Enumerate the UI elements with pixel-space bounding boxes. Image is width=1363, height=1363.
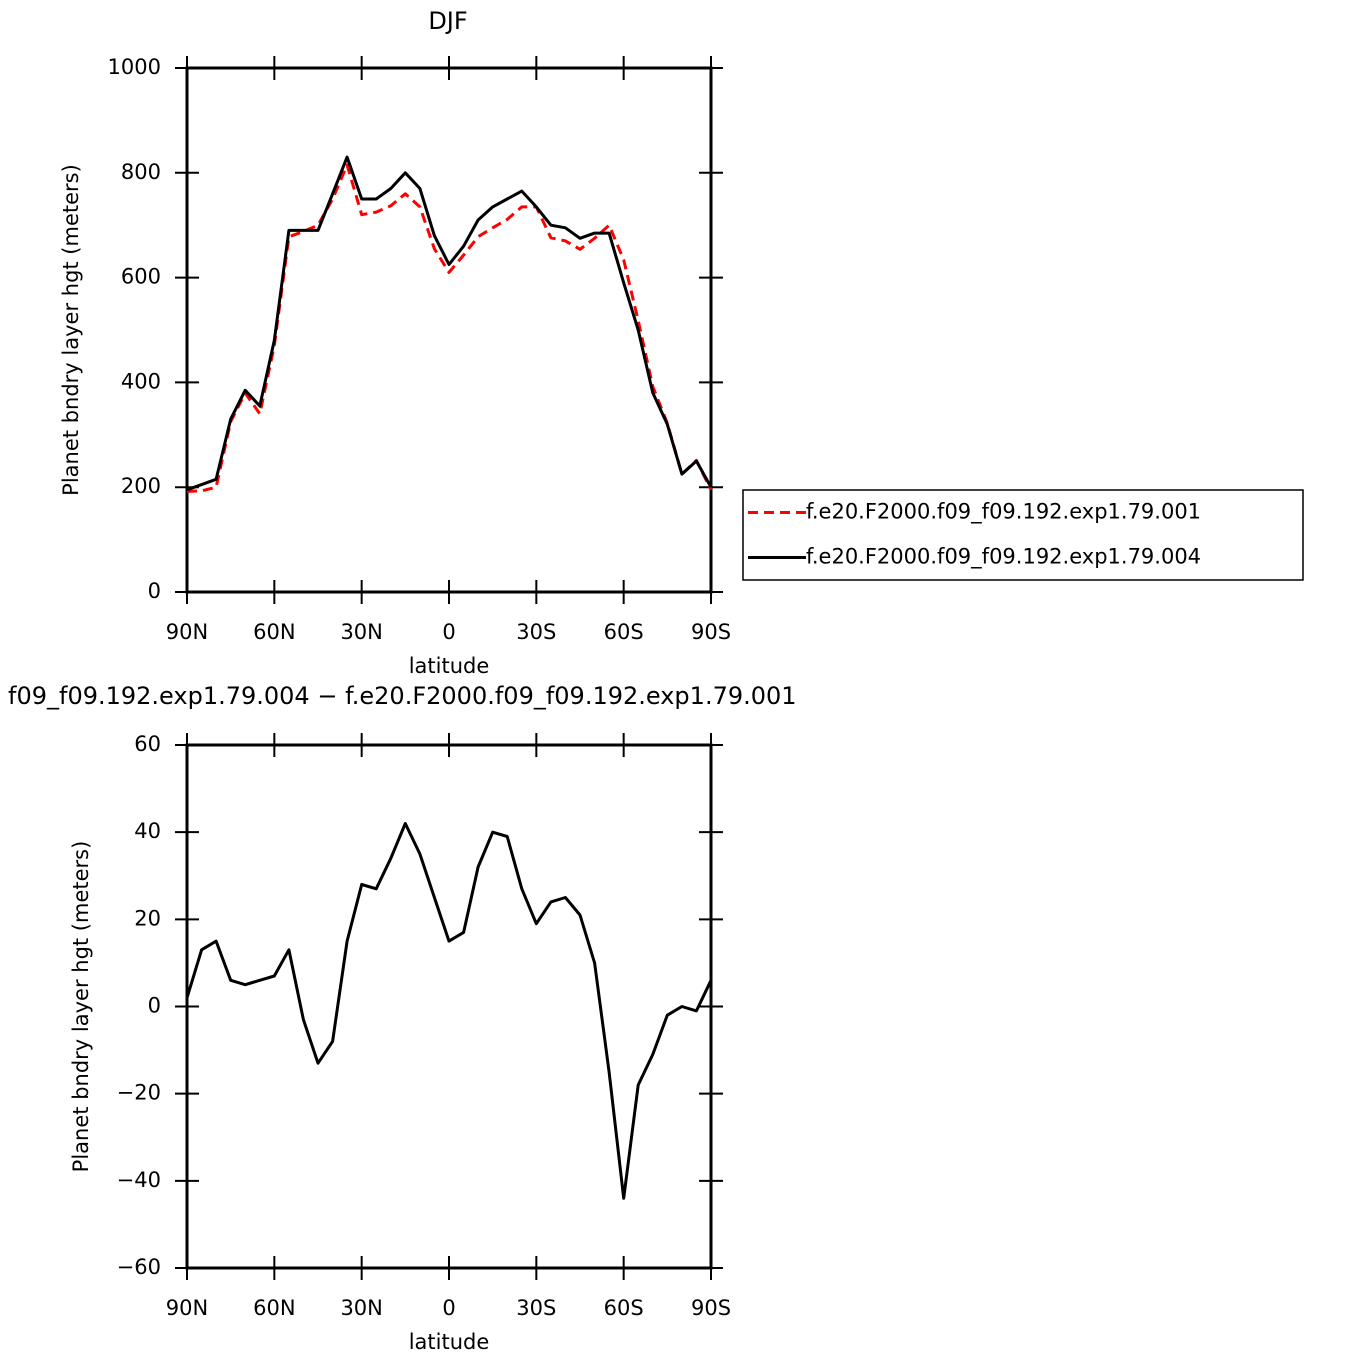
y-axis-label: Planet bndry layer hgt (meters) <box>59 164 83 496</box>
x-axis-label: latitude <box>409 1330 490 1354</box>
x-tick-label: 30N <box>340 1296 382 1320</box>
line-series <box>186 163 713 493</box>
x-tick-label: 0 <box>442 620 455 644</box>
legend-label: f.e20.F2000.f09_f09.192.exp1.79.001 <box>806 500 1201 525</box>
x-axis-label: latitude <box>409 654 490 678</box>
y-tick-label: 40 <box>134 819 161 843</box>
y-tick-label: 0 <box>148 994 161 1018</box>
x-tick-label: 0 <box>442 1296 455 1320</box>
y-tick-label: 60 <box>134 732 161 756</box>
x-tick-label: 30S <box>516 620 556 644</box>
plot-frame <box>185 743 713 1270</box>
x-tick-label: 60S <box>604 1296 644 1320</box>
chart-title: f09_f09.192.exp1.79.004 − f.e20.F2000.f0… <box>8 682 797 710</box>
x-tick-label: 90N <box>166 1296 208 1320</box>
x-tick-label: 90S <box>691 1296 731 1320</box>
legend-label: f.e20.F2000.f09_f09.192.exp1.79.004 <box>806 545 1201 570</box>
x-tick-label: 90S <box>691 620 731 644</box>
legend-box <box>742 489 1304 581</box>
x-tick-label: 60S <box>604 620 644 644</box>
y-tick-label: 600 <box>121 265 161 289</box>
y-tick-label: 400 <box>121 369 161 393</box>
x-tick-label: 60N <box>253 620 295 644</box>
y-tick-label: −60 <box>117 1255 161 1279</box>
line-series <box>185 822 713 1200</box>
y-tick-label: 1000 <box>108 55 161 79</box>
plot-frame <box>185 66 713 594</box>
chart-title: DJF <box>428 7 467 35</box>
y-tick-label: 200 <box>121 474 161 498</box>
x-tick-label: 60N <box>253 1296 295 1320</box>
y-tick-label: −20 <box>117 1081 161 1105</box>
y-axis-label: Planet bndry layer hgt (meters) <box>69 841 93 1173</box>
y-tick-label: 0 <box>148 579 161 603</box>
x-tick-label: 30N <box>340 620 382 644</box>
y-tick-label: 20 <box>134 906 161 930</box>
x-tick-label: 30S <box>516 1296 556 1320</box>
line-series <box>186 155 713 492</box>
y-tick-label: −40 <box>117 1168 161 1192</box>
y-tick-label: 800 <box>121 160 161 184</box>
x-tick-label: 90N <box>166 620 208 644</box>
